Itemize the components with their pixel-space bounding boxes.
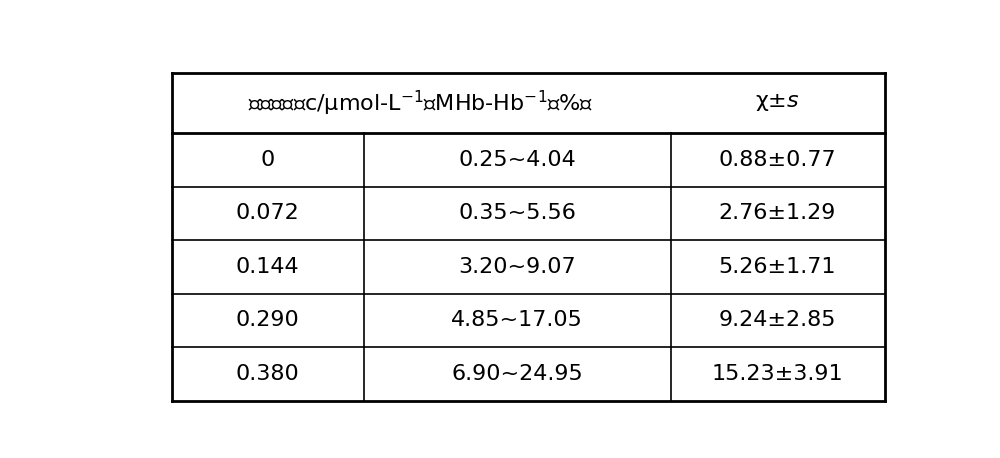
Text: 0.072: 0.072 xyxy=(236,203,300,224)
Text: 0.25~4.04: 0.25~4.04 xyxy=(458,150,576,170)
Text: 0: 0 xyxy=(261,150,275,170)
Text: χ±$s$: χ±$s$ xyxy=(755,93,800,114)
Text: 0.380: 0.380 xyxy=(236,364,300,384)
Text: 15.23±3.91: 15.23±3.91 xyxy=(712,364,843,384)
Text: 3.20~9.07: 3.20~9.07 xyxy=(458,257,576,277)
Text: 0.290: 0.290 xyxy=(236,311,300,330)
Text: 5.26±1.71: 5.26±1.71 xyxy=(719,257,836,277)
Text: 0.144: 0.144 xyxy=(236,257,300,277)
Text: 4.85~17.05: 4.85~17.05 xyxy=(451,311,583,330)
Text: 0.35~5.56: 0.35~5.56 xyxy=(458,203,576,224)
Text: 0.88±0.77: 0.88±0.77 xyxy=(719,150,836,170)
Text: 2.76±1.29: 2.76±1.29 xyxy=(719,203,836,224)
Text: 亚硝酸钠（c/μmol-L$^{-1}$）MHb-Hb$^{-1}$（%）: 亚硝酸钠（c/μmol-L$^{-1}$）MHb-Hb$^{-1}$（%） xyxy=(248,88,594,118)
Text: 6.90~24.95: 6.90~24.95 xyxy=(451,364,583,384)
Text: 9.24±2.85: 9.24±2.85 xyxy=(719,311,836,330)
